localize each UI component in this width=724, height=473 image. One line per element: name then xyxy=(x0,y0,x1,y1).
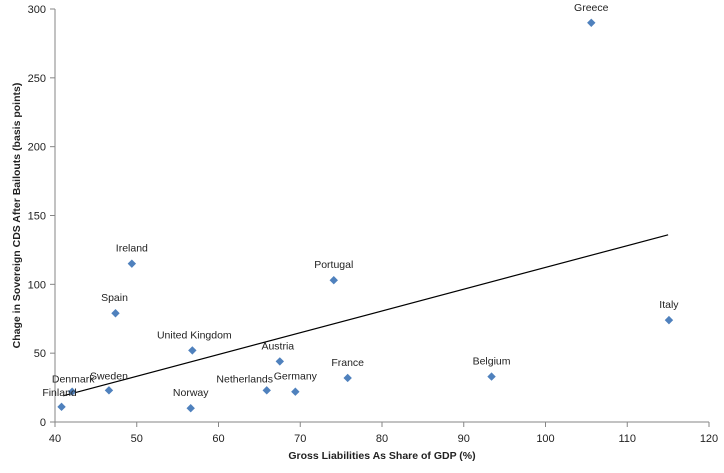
axes xyxy=(54,9,709,423)
data-point-austria xyxy=(275,357,285,366)
point-label-finland: Finland xyxy=(42,387,77,399)
x-tick-label: 120 xyxy=(700,433,718,445)
x-tick-label: 110 xyxy=(618,433,636,445)
data-point-united-kingdom xyxy=(188,346,197,355)
y-tick-label: 150 xyxy=(28,211,46,223)
y-tick-label: 0 xyxy=(40,417,46,429)
data-point-finland xyxy=(57,402,66,412)
point-label-sweden: Sweden xyxy=(90,370,128,382)
data-point-sweden xyxy=(104,386,114,395)
y-tick-label: 50 xyxy=(34,348,46,360)
data-point-greece xyxy=(587,18,596,27)
y-tick-label: 200 xyxy=(28,142,46,154)
data-point-netherlands xyxy=(262,386,271,395)
data-point-belgium xyxy=(487,372,496,381)
data-point-norway xyxy=(186,404,195,413)
x-tick-label: 40 xyxy=(49,433,61,445)
x-tick-label: 50 xyxy=(131,433,143,445)
point-label-netherlands: Netherlands xyxy=(216,373,273,385)
point-label-germany: Germany xyxy=(274,371,318,383)
point-label-united-kingdom: United Kingdom xyxy=(157,329,232,341)
x-ticks: 40 50 60 70 80 90 100 110 120 xyxy=(49,422,718,445)
x-tick-label: 80 xyxy=(376,433,388,445)
point-label-portugal: Portugal xyxy=(314,259,353,271)
point-label-spain: Spain xyxy=(101,292,128,304)
y-tick-label: 100 xyxy=(28,279,46,291)
point-label-denmark: Denmark xyxy=(52,374,95,386)
data-point-ireland xyxy=(127,259,137,268)
data-point-italy xyxy=(664,315,674,325)
data-point-portugal xyxy=(329,276,338,285)
x-tick-label: 100 xyxy=(536,433,554,445)
data-point-france xyxy=(343,373,352,383)
point-label-greece: Greece xyxy=(574,2,609,14)
data-point-spain xyxy=(111,309,120,318)
y-tick-label: 250 xyxy=(28,73,46,85)
point-label-france: France xyxy=(331,357,364,369)
data-point-denmark xyxy=(67,387,77,396)
x-axis-title: Gross Liabilities As Share of GDP (%) xyxy=(288,450,475,462)
y-tick-label: 300 xyxy=(28,4,46,16)
data-points xyxy=(57,18,674,413)
point-label-ireland: Ireland xyxy=(116,243,148,255)
point-labels: Greece Italy Belgium Portugal France Germany A… xyxy=(42,2,679,399)
point-label-austria: Austria xyxy=(261,340,294,352)
trendline xyxy=(63,234,669,397)
x-tick-label: 90 xyxy=(458,433,470,445)
x-tick-label: 60 xyxy=(212,433,224,445)
point-label-italy: Italy xyxy=(659,299,679,311)
x-tick-label: 70 xyxy=(294,433,306,445)
point-label-belgium: Belgium xyxy=(473,356,511,368)
data-point-germany xyxy=(291,387,300,396)
y-ticks: 0 50 100 150 200 250 300 xyxy=(28,4,55,429)
point-label-norway: Norway xyxy=(173,387,209,399)
y-axis-title: Chage in Sovereign CDS After Bailouts (b… xyxy=(11,83,23,349)
